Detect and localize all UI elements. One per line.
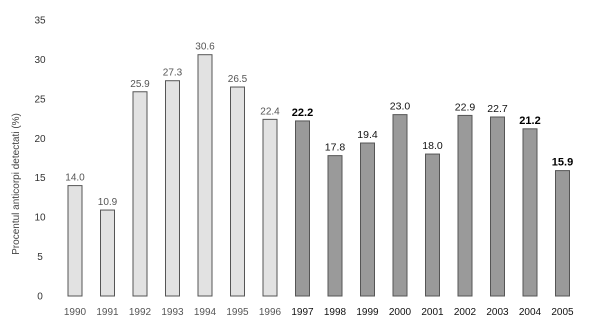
data-label-1994: 30.6: [195, 42, 215, 53]
data-label-1998: 17.8: [325, 142, 346, 154]
x-tick-label-1993: 1993: [161, 307, 184, 318]
y-tick-label: 20: [34, 134, 46, 145]
bar-1995: [230, 86, 245, 297]
x-tick-label-2003: 2003: [486, 307, 509, 318]
y-tick-label: 15: [34, 173, 46, 184]
data-label-2003: 22.7: [487, 103, 508, 115]
bar-1994: [197, 54, 213, 297]
x-tick-label-1999: 1999: [356, 307, 379, 318]
data-label-2004: 21.2: [519, 115, 540, 127]
bar-2005: [555, 170, 570, 297]
y-tick-label: 10: [34, 213, 46, 224]
bar-1999: [360, 142, 375, 297]
x-tick-label-1991: 1991: [96, 307, 119, 318]
bar-2004: [522, 128, 538, 297]
y-tick-label: 0: [37, 292, 43, 303]
bar-2000: [392, 114, 408, 297]
y-tick-label: 30: [34, 55, 46, 66]
bar-2001: [425, 153, 440, 297]
x-axis-ticks: 1990 1991 1992 1993 1994 1995 1996 1997 1998 1999…: [64, 307, 574, 318]
y-axis: 0 5 10 15 20 25 30 35: [34, 16, 46, 303]
y-tick-label: 35: [34, 16, 46, 27]
x-tick-label-2004: 2004: [519, 307, 542, 318]
bar-1990: [67, 185, 83, 297]
bar-1992: [132, 91, 148, 297]
y-tick-label: 5: [37, 252, 43, 263]
x-tick-label-1995: 1995: [226, 307, 249, 318]
y-tick-label: 25: [34, 94, 46, 105]
data-label-2005: 15.9: [552, 157, 573, 169]
data-label-1990: 14.0: [65, 173, 85, 184]
bars: [67, 54, 570, 297]
data-label-1993: 27.3: [163, 68, 183, 79]
data-label-1997: 22.2: [292, 107, 313, 119]
bar-1991: [100, 209, 115, 297]
data-labels: 14.0 10.9 25.9 27.3 30.6 26.5 22.4 22.2 17.8 19.4…: [65, 42, 573, 208]
bar-1997: [295, 120, 310, 297]
x-tick-label-1998: 1998: [324, 307, 347, 318]
x-tick-label-1994: 1994: [194, 307, 217, 318]
bar-1996: [262, 118, 278, 297]
x-tick-label-1990: 1990: [64, 307, 87, 318]
bar-2003: [490, 116, 505, 297]
data-label-2002: 22.9: [455, 101, 476, 113]
data-label-2000: 23.0: [390, 101, 411, 113]
data-label-2001: 18.0: [422, 140, 443, 152]
bar-2002: [457, 114, 473, 297]
data-label-1996: 22.4: [260, 106, 280, 117]
x-tick-label-1996: 1996: [259, 307, 282, 318]
bar-1998: [327, 155, 343, 297]
x-tick-label-2005: 2005: [551, 307, 574, 318]
x-tick-label-1992: 1992: [129, 307, 152, 318]
data-label-1992: 25.9: [130, 79, 150, 90]
x-tick-label-2001: 2001: [421, 307, 444, 318]
data-label-1999: 19.4: [357, 129, 378, 141]
x-tick-label-2000: 2000: [389, 307, 412, 318]
x-tick-label-2002: 2002: [454, 307, 477, 318]
y-axis-label: Procentul anticorpi detectati (%): [11, 113, 22, 255]
x-tick-label-1997: 1997: [291, 307, 314, 318]
data-label-1991: 10.9: [98, 197, 118, 208]
bar-1993: [165, 80, 180, 297]
data-label-1995: 26.5: [228, 74, 248, 85]
